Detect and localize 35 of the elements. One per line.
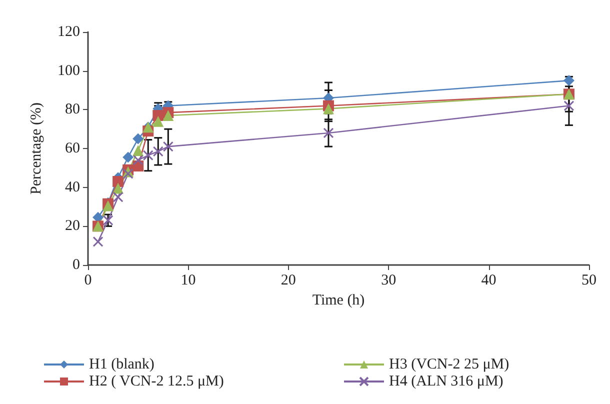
point bbox=[132, 133, 144, 144]
y-tick-label: 80 bbox=[65, 102, 80, 118]
x-axis-title: Time (h) bbox=[312, 292, 365, 308]
y-tick-label: 100 bbox=[58, 62, 80, 79]
legend-label: H3 (VCN-2 25 μM) bbox=[389, 356, 510, 372]
y-tick-label: 60 bbox=[65, 140, 80, 156]
point bbox=[132, 154, 144, 166]
x-tick-label: 0 bbox=[84, 272, 92, 288]
point bbox=[323, 128, 334, 138]
x-tick-label: 20 bbox=[280, 272, 296, 288]
x-tick-label: 50 bbox=[582, 272, 596, 288]
y-tick-label: 120 bbox=[58, 24, 80, 40]
point bbox=[563, 75, 574, 86]
y-axis-title: Percentage (%) bbox=[28, 102, 44, 195]
point bbox=[162, 141, 174, 152]
legend-label: H2 ( VCN-2 12.5 μM) bbox=[89, 374, 224, 390]
legend-label: H4 (ALN 316 μM) bbox=[389, 374, 504, 390]
point bbox=[152, 146, 164, 157]
point bbox=[152, 116, 164, 127]
point bbox=[92, 236, 104, 247]
y-tick-label: 40 bbox=[65, 179, 80, 196]
point bbox=[162, 110, 174, 121]
point bbox=[112, 192, 124, 202]
x-tick-label: 40 bbox=[481, 272, 496, 288]
point bbox=[564, 100, 574, 112]
y-tick-label: 0 bbox=[72, 257, 80, 273]
y-tick-label: 20 bbox=[65, 218, 80, 234]
point bbox=[132, 144, 144, 156]
x-tick-label: 30 bbox=[381, 272, 396, 288]
point bbox=[142, 150, 154, 161]
point bbox=[112, 176, 124, 188]
x-tick-label: 10 bbox=[180, 272, 196, 288]
legend-label: H1 (blank) bbox=[89, 356, 154, 372]
point bbox=[322, 103, 334, 114]
point bbox=[122, 152, 134, 163]
